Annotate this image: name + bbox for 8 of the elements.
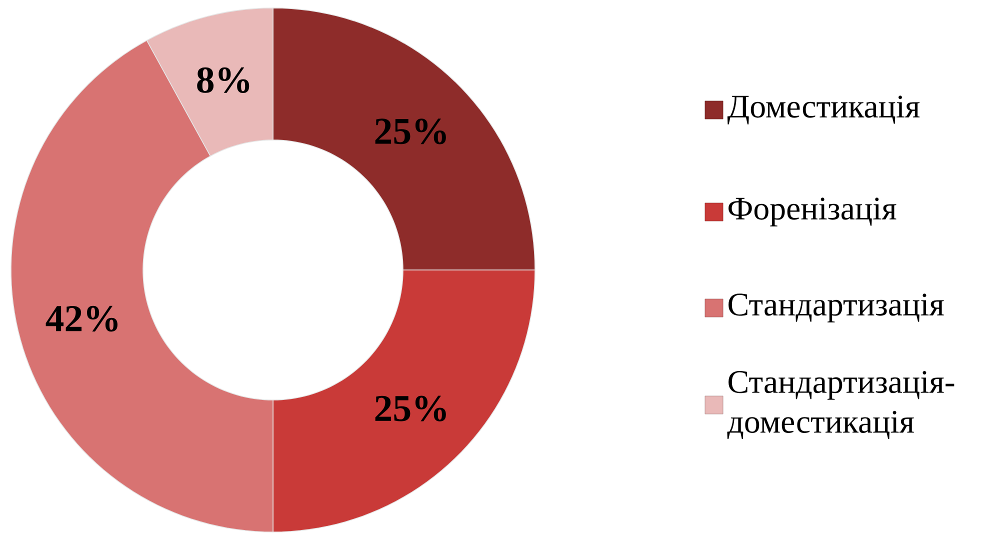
legend-label: Доместикація: [727, 96, 920, 124]
data-label: 8%: [197, 67, 250, 93]
data-label: 25%: [375, 396, 446, 422]
data-label: 42%: [46, 306, 118, 332]
legend-label: Стандартизація-доместикація: [727, 371, 954, 439]
data-label: 25%: [375, 118, 446, 144]
legend-label: Стандартизація: [728, 294, 944, 322]
legend-label: Форенізація: [728, 198, 896, 226]
